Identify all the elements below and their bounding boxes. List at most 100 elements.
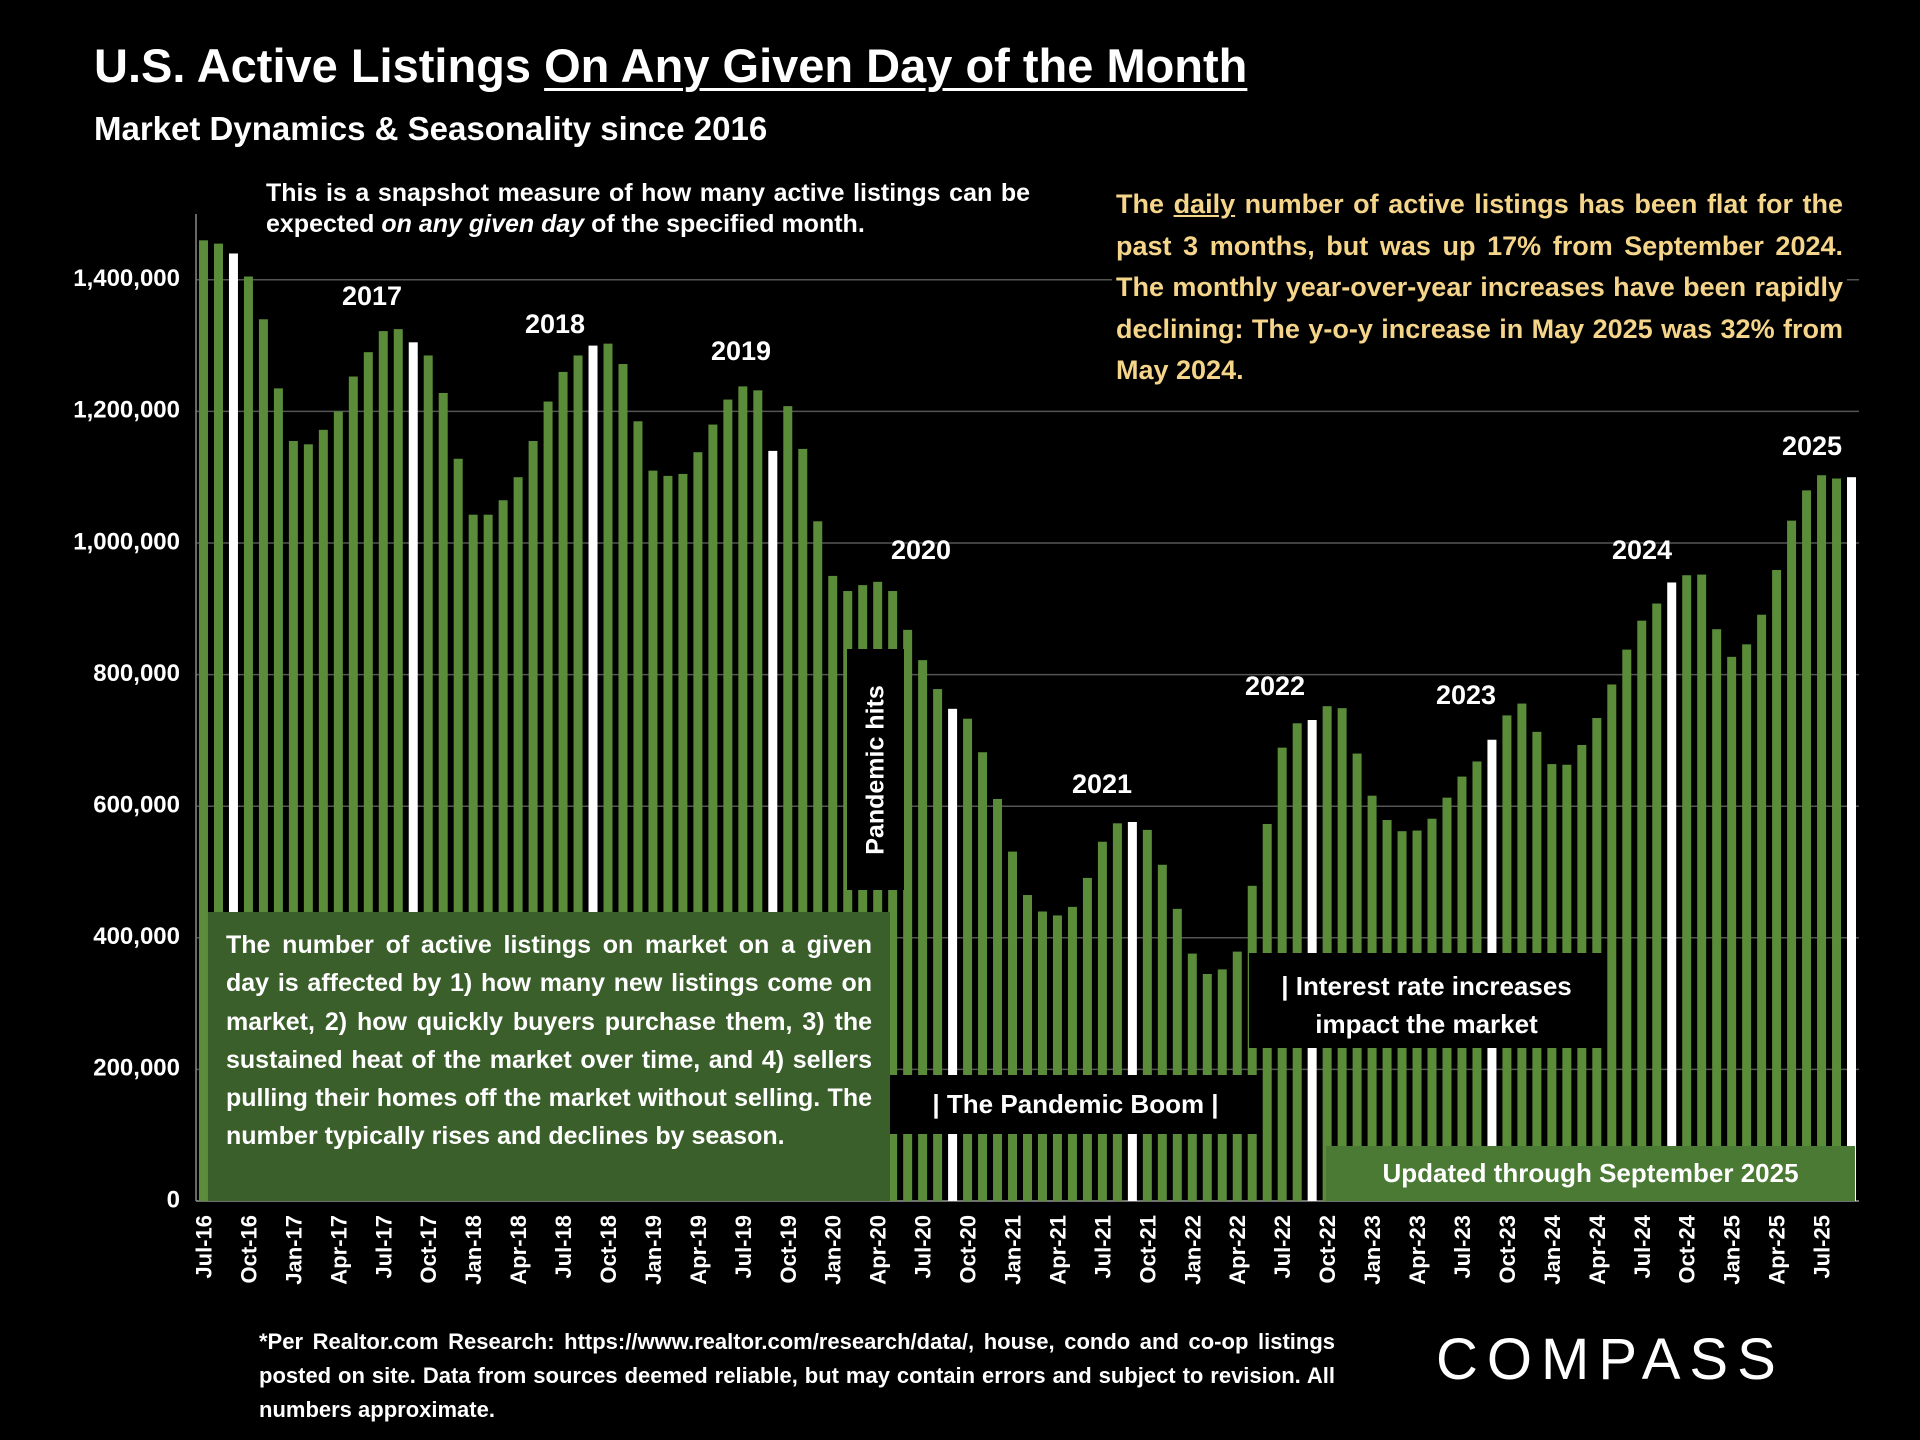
x-tick-label: Jul-20 bbox=[911, 1215, 936, 1279]
bar bbox=[798, 448, 808, 1201]
bar bbox=[1023, 895, 1032, 1201]
bar bbox=[663, 475, 673, 1201]
bar bbox=[1157, 864, 1167, 1201]
x-tick-label: Apr-19 bbox=[686, 1215, 711, 1285]
title-part: U.S. Active Listings bbox=[94, 39, 532, 92]
bar bbox=[633, 421, 643, 1201]
footnote: *Per Realtor.com Research: https://www.r… bbox=[259, 1329, 1335, 1422]
bar bbox=[408, 342, 418, 1201]
bar bbox=[918, 660, 928, 1201]
bar bbox=[993, 798, 1003, 1201]
year-label: 2021 bbox=[1072, 769, 1132, 799]
x-tick-label: Oct-17 bbox=[416, 1215, 441, 1283]
bar bbox=[978, 752, 988, 1201]
x-tick-label: Jul-16 bbox=[191, 1215, 216, 1279]
bar bbox=[1517, 703, 1527, 1201]
bar bbox=[1832, 478, 1842, 1201]
x-tick-label: Jan-20 bbox=[821, 1215, 846, 1285]
bar bbox=[873, 581, 883, 1201]
x-tick-label: Jul-19 bbox=[731, 1215, 756, 1279]
annotation: | Interest rate increases impact the mar… bbox=[1249, 953, 1604, 1048]
bar bbox=[363, 352, 373, 1201]
bar bbox=[483, 514, 493, 1201]
bar bbox=[648, 470, 658, 1201]
bar bbox=[438, 392, 448, 1201]
bar bbox=[1127, 821, 1137, 1201]
bar bbox=[1008, 851, 1018, 1201]
x-tick-label: Jan-22 bbox=[1180, 1215, 1205, 1285]
bar bbox=[1172, 908, 1182, 1201]
bar bbox=[423, 355, 433, 1202]
year-label: 2024 bbox=[1612, 535, 1672, 565]
x-tick-label: Oct-16 bbox=[236, 1215, 261, 1283]
bar bbox=[378, 331, 388, 1201]
x-tick-label: Oct-20 bbox=[956, 1215, 981, 1283]
bar bbox=[768, 450, 778, 1201]
bar bbox=[1607, 684, 1617, 1201]
x-tick-label: Jul-24 bbox=[1630, 1214, 1655, 1278]
y-tick-label: 400,000 bbox=[93, 923, 180, 950]
x-tick-label: Jul-22 bbox=[1270, 1215, 1295, 1279]
bar bbox=[843, 591, 853, 1201]
bar bbox=[828, 575, 838, 1201]
subtitle: Market Dynamics & Seasonality since 2016 bbox=[94, 110, 768, 147]
x-tick-label: Jan-23 bbox=[1360, 1215, 1385, 1285]
bar bbox=[1772, 569, 1782, 1201]
bar bbox=[1802, 490, 1812, 1201]
bar bbox=[888, 591, 898, 1201]
bar bbox=[813, 521, 823, 1201]
note-part: number of active listings has been flat … bbox=[1116, 189, 1843, 385]
bar bbox=[738, 386, 748, 1201]
bar bbox=[303, 444, 313, 1201]
x-tick-label: Jan-21 bbox=[1001, 1215, 1026, 1285]
bar bbox=[603, 343, 613, 1202]
bar bbox=[1142, 829, 1152, 1201]
note-top: This is a snapshot measure of how many a… bbox=[264, 178, 1032, 240]
bar bbox=[213, 243, 223, 1202]
year-label: 2025 bbox=[1782, 431, 1842, 461]
annotation: Updated through September 2025 bbox=[1326, 1146, 1855, 1201]
bar bbox=[243, 276, 253, 1201]
bar bbox=[1817, 475, 1827, 1201]
bar bbox=[1787, 520, 1797, 1201]
y-tick-label: 1,000,000 bbox=[73, 528, 180, 555]
bar bbox=[258, 319, 268, 1201]
x-tick-label: Apr-18 bbox=[506, 1215, 531, 1285]
bar bbox=[1757, 614, 1767, 1201]
bar bbox=[1712, 629, 1722, 1201]
bar bbox=[753, 390, 763, 1201]
x-tick-label: Oct-19 bbox=[776, 1215, 801, 1283]
year-label: 2019 bbox=[711, 336, 771, 366]
bar bbox=[1112, 823, 1122, 1201]
y-tick-label: 800,000 bbox=[93, 660, 180, 687]
x-tick-label: Jan-19 bbox=[641, 1215, 666, 1285]
bar bbox=[723, 399, 733, 1201]
bar bbox=[543, 401, 553, 1201]
note-left: The number of active listings on market … bbox=[208, 912, 890, 1201]
note-part: of the specified month. bbox=[591, 210, 865, 238]
bar bbox=[1667, 582, 1677, 1201]
title-part: On Any Given Day of the Month bbox=[544, 39, 1248, 92]
x-tick-label: Jan-24 bbox=[1540, 1214, 1565, 1284]
annotation: | The Pandemic Boom | bbox=[890, 1075, 1261, 1134]
bar bbox=[453, 458, 463, 1201]
pandemic-hits-box: Pandemic hits bbox=[847, 649, 904, 890]
bar bbox=[513, 477, 523, 1201]
bar bbox=[228, 253, 238, 1202]
note-right: The daily number of active listings has … bbox=[1112, 184, 1847, 392]
bar bbox=[318, 429, 328, 1202]
bar bbox=[468, 514, 478, 1201]
bar bbox=[708, 424, 718, 1201]
x-tick-label: Jan-17 bbox=[281, 1215, 306, 1285]
x-tick-label: Oct-22 bbox=[1315, 1215, 1340, 1283]
bar bbox=[348, 376, 358, 1201]
bar bbox=[618, 364, 628, 1201]
year-label: 2023 bbox=[1436, 680, 1496, 710]
x-tick-label: Apr-23 bbox=[1405, 1215, 1430, 1285]
x-tick-label: Jul-21 bbox=[1090, 1215, 1115, 1279]
bar bbox=[558, 371, 568, 1201]
x-tick-label: Apr-24 bbox=[1585, 1214, 1610, 1284]
y-tick-label: 0 bbox=[167, 1186, 180, 1213]
bar bbox=[498, 500, 508, 1202]
x-tick-label: Jan-18 bbox=[461, 1215, 486, 1285]
